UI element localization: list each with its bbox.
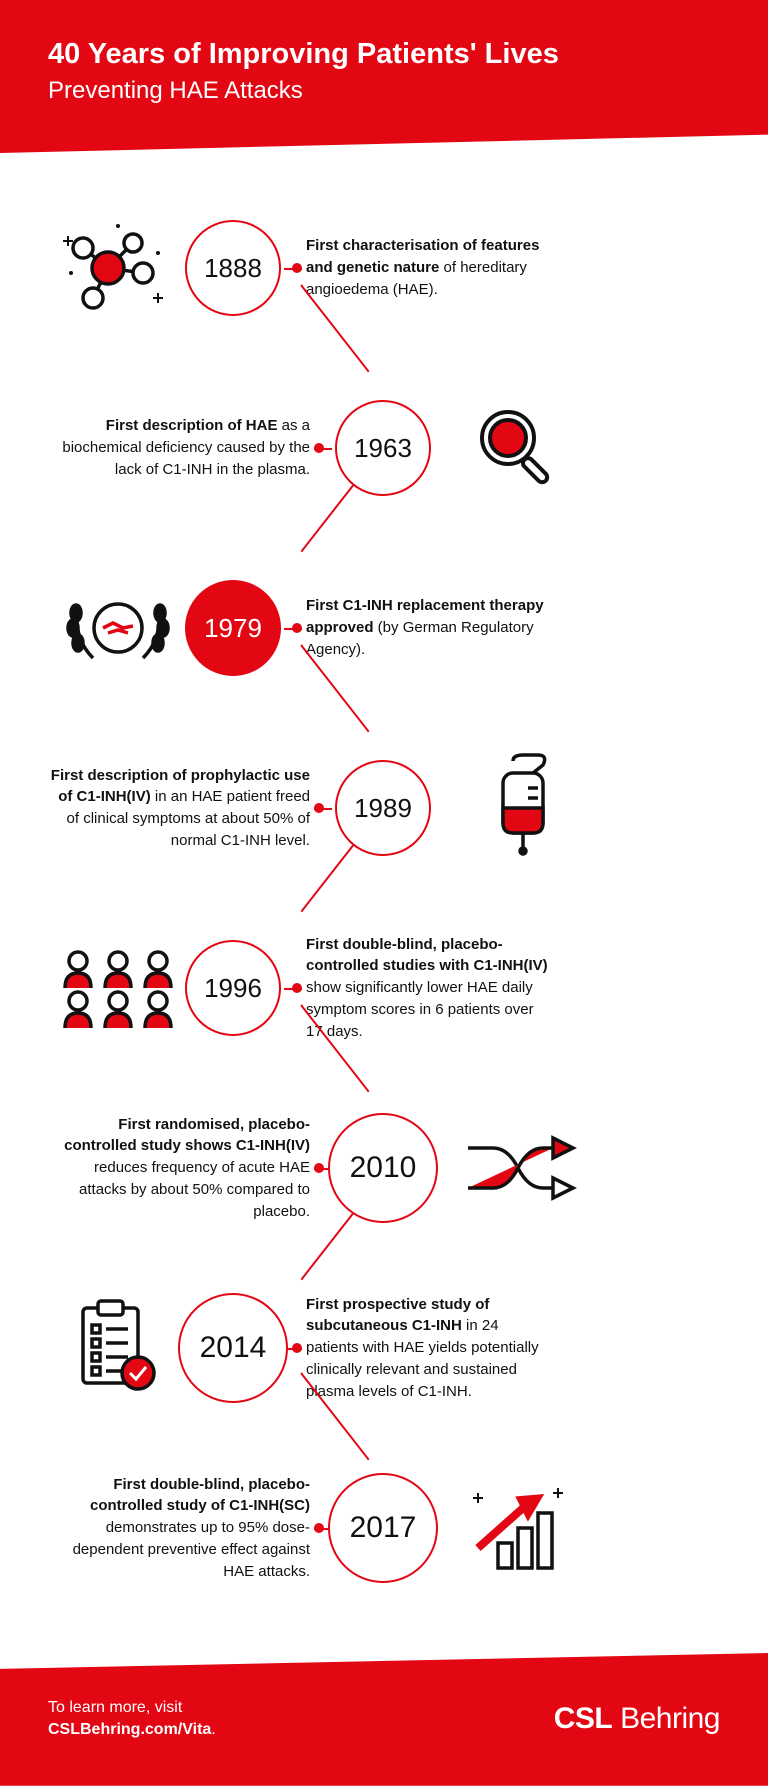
footer-banner: To learn more, visit CSLBehring.com/Vita…	[0, 1653, 768, 1786]
header-banner: 40 Years of Improving Patients' Lives Pr…	[0, 0, 768, 153]
timeline-row-1979: 1979 First C1-INH replacement therapy ap…	[48, 553, 720, 703]
people-group-icon	[48, 943, 188, 1033]
crossing-arrows-icon	[438, 1123, 598, 1213]
year-circle-2014: 2014	[178, 1293, 288, 1403]
clipboard-check-icon	[48, 1293, 188, 1403]
year-circle-2010: 2010	[328, 1113, 438, 1223]
csl-behring-logo: CSL Behring	[554, 1702, 720, 1736]
event-text-1963: First description of HAE as a biochemica…	[48, 415, 328, 480]
magnifier-icon	[438, 398, 598, 498]
year-circle-1996: 1996	[185, 940, 281, 1036]
timeline-row-2010: First randomised, placebo-controlled stu…	[48, 1093, 720, 1243]
event-text-2014: First prospective study of subcutaneous …	[288, 1294, 548, 1403]
event-text-1888: First characterisation of features and g…	[288, 235, 548, 300]
event-text-1989: First description of prophylactic use of…	[48, 765, 328, 852]
molecule-icon	[48, 218, 188, 318]
year-circle-1989: 1989	[335, 760, 431, 856]
event-text-1979: First C1-INH replacement therapy approve…	[288, 595, 548, 660]
year-circle-1979: 1979	[185, 580, 281, 676]
year-circle-1963: 1963	[335, 400, 431, 496]
timeline-row-1963: First description of HAE as a biochemica…	[48, 373, 720, 523]
handshake-laurel-icon	[48, 578, 188, 678]
event-text-1996: First double-blind, placebo-controlled s…	[288, 934, 548, 1043]
timeline-row-1996: 1996 First double-blind, placebo-control…	[48, 913, 720, 1063]
header-title: 40 Years of Improving Patients' Lives	[48, 38, 720, 71]
timeline-row-2014: 2014 First prospective study of subcutan…	[48, 1273, 720, 1423]
header-subtitle: Preventing HAE Attacks	[48, 77, 720, 105]
year-circle-1888: 1888	[185, 220, 281, 316]
timeline-row-1888: 1888 First characterisation of features …	[48, 193, 720, 343]
event-text-2010: First randomised, placebo-controlled stu…	[48, 1114, 328, 1223]
infographic-container: 40 Years of Improving Patients' Lives Pr…	[0, 0, 768, 1786]
timeline-row-2017: First double-blind, placebo-controlled s…	[48, 1453, 720, 1603]
timeline-row-1989: First description of prophylactic use of…	[48, 733, 720, 883]
timeline: 1888 First characterisation of features …	[0, 153, 768, 1653]
iv-bag-icon	[438, 753, 598, 863]
year-circle-2017: 2017	[328, 1473, 438, 1583]
footer-cta: To learn more, visit CSLBehring.com/Vita…	[48, 1697, 216, 1742]
event-text-2017: First double-blind, placebo-controlled s…	[48, 1474, 328, 1583]
growth-chart-icon	[438, 1478, 598, 1578]
